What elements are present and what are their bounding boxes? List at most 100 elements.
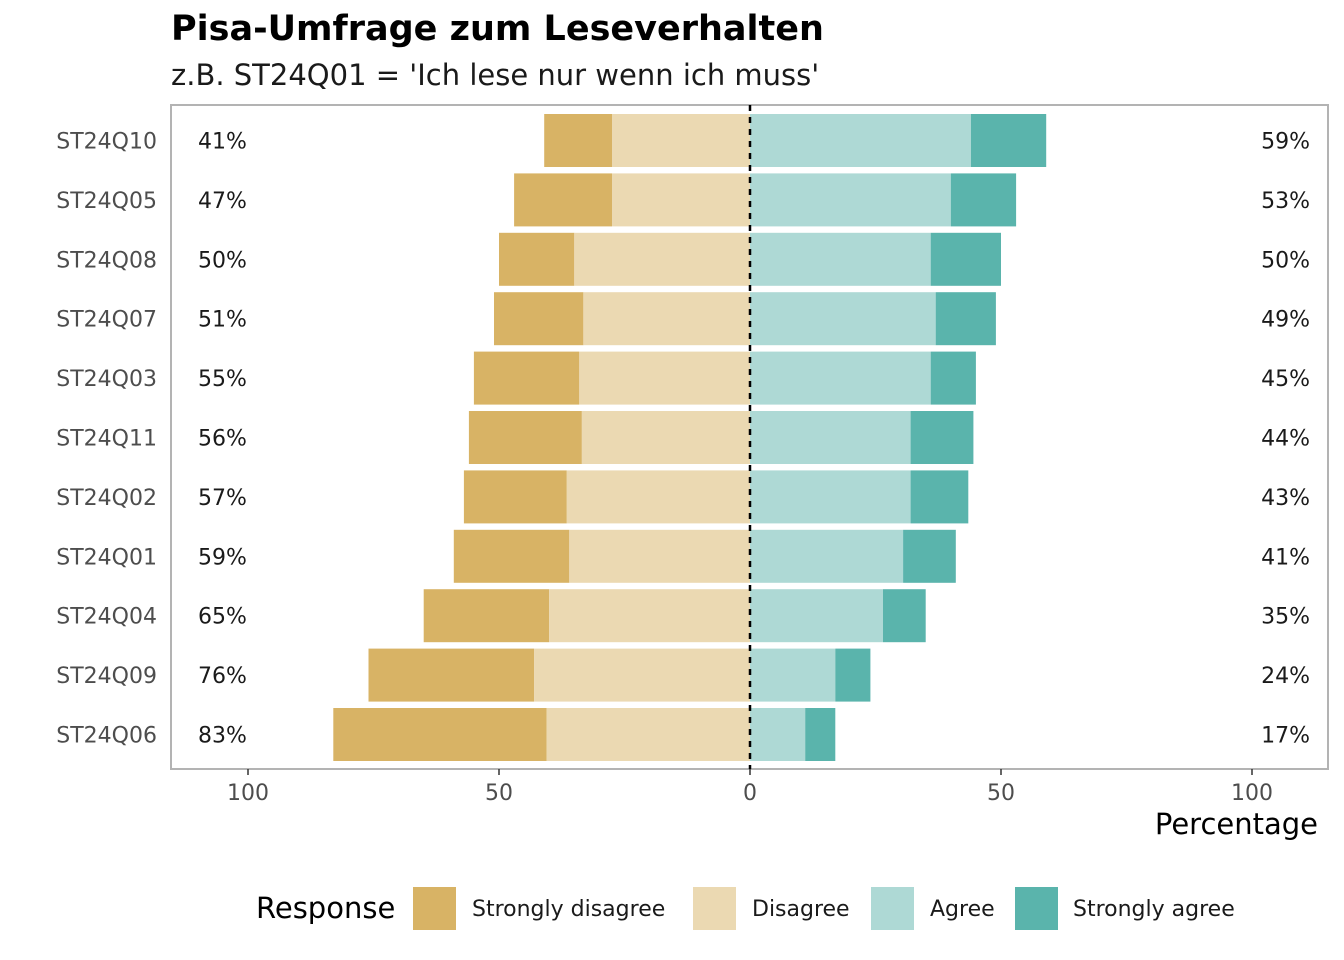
chart-title: Pisa-Umfrage zum Leseverhalten [171, 9, 824, 49]
right-percent-label: 53% [1261, 189, 1310, 214]
category-label: ST24Q10 [56, 130, 157, 155]
bar-st24q03-disagree [579, 351, 750, 405]
bar-st24q09-agree [750, 648, 836, 702]
bar-st24q08-agree [750, 232, 931, 286]
bar-st24q01-disagree [569, 529, 750, 583]
legend-key-strongly-disagree [413, 887, 456, 930]
x-axis-title: Percentage [1155, 807, 1318, 841]
bar-st24q11-strongly-agree [910, 411, 974, 464]
bar-st24q06-agree [750, 708, 806, 761]
bar-st24q05-strongly-disagree [514, 173, 612, 227]
bars [333, 114, 1047, 761]
legend-label: Disagree [752, 897, 850, 922]
left-percent-label: 65% [198, 605, 247, 630]
left-percent-label: 47% [198, 189, 247, 214]
x-tick-label: 0 [743, 781, 757, 806]
left-percent-label: 55% [198, 367, 247, 392]
bar-st24q06-disagree [546, 708, 750, 761]
legend: Response Strongly disagree Disagree Agree S… [256, 887, 1235, 930]
legend-key-agree [871, 887, 914, 930]
right-percent-label: 44% [1261, 427, 1310, 452]
right-percent-label: 17% [1261, 724, 1310, 749]
bar-st24q10-disagree [612, 114, 750, 167]
bar-st24q06-strongly-agree [805, 708, 836, 761]
bar-st24q05-disagree [612, 173, 750, 227]
bar-st24q05-strongly-agree [950, 173, 1017, 227]
legend-label: Strongly agree [1073, 897, 1235, 922]
category-label: ST24Q11 [56, 427, 157, 452]
category-label: ST24Q05 [56, 189, 157, 214]
left-percent-label: 41% [198, 130, 247, 155]
left-percent-label: 76% [198, 664, 247, 689]
category-label: ST24Q02 [56, 486, 157, 511]
bar-st24q11-strongly-disagree [468, 411, 582, 464]
bar-st24q04-strongly-agree [883, 589, 926, 643]
bar-st24q02-strongly-disagree [463, 470, 567, 524]
bar-st24q08-strongly-agree [930, 232, 1001, 286]
category-label: ST24Q04 [56, 605, 157, 630]
bar-st24q06-strongly-disagree [333, 708, 547, 761]
bar-st24q07-strongly-disagree [494, 292, 584, 346]
bar-st24q01-agree [750, 529, 904, 583]
legend-key-strongly-agree [1015, 887, 1058, 930]
left-percent-label: 51% [198, 308, 247, 333]
right-percent-label: 24% [1261, 664, 1310, 689]
right-percent-label: 49% [1261, 308, 1310, 333]
bar-st24q04-strongly-disagree [423, 589, 550, 643]
right-percent-labels: 59% 53% 50% 49% 45% 44% 43% 41% 35% 24% 17% [1261, 130, 1310, 749]
x-tick-label: 100 [227, 781, 269, 806]
bar-st24q01-strongly-disagree [453, 529, 570, 583]
category-label: ST24Q06 [56, 724, 157, 749]
bar-st24q04-disagree [549, 589, 750, 643]
x-tick-label: 50 [987, 781, 1015, 806]
right-percent-label: 41% [1261, 545, 1310, 570]
category-labels: ST24Q10 ST24Q05 ST24Q08 ST24Q07 ST24Q03 ST24Q… [56, 130, 157, 749]
bar-st24q10-agree [750, 114, 971, 167]
chart-subtitle: z.B. ST24Q01 = 'Ich lese nur wenn ich mu… [171, 58, 819, 92]
left-percent-labels: 41% 47% 50% 51% 55% 56% 57% 59% 65% 76% 83% [198, 130, 247, 749]
bar-st24q11-agree [750, 411, 911, 464]
x-tick-label: 100 [1231, 781, 1273, 806]
bar-st24q02-disagree [566, 470, 750, 524]
bar-st24q02-agree [750, 470, 911, 524]
x-tick-label: 50 [485, 781, 513, 806]
left-percent-label: 50% [198, 248, 247, 273]
legend-label: Agree [930, 897, 995, 922]
x-axis-ticks: 100 50 0 50 100 [227, 769, 1273, 806]
right-percent-label: 43% [1261, 486, 1310, 511]
category-label: ST24Q09 [56, 664, 157, 689]
bar-st24q10-strongly-disagree [544, 114, 612, 167]
category-label: ST24Q08 [56, 248, 157, 273]
category-label: ST24Q01 [56, 545, 157, 570]
left-percent-label: 56% [198, 427, 247, 452]
bar-st24q08-strongly-disagree [499, 232, 575, 286]
bar-st24q03-strongly-disagree [473, 351, 580, 405]
left-percent-label: 59% [198, 545, 247, 570]
bar-st24q10-strongly-agree [970, 114, 1047, 167]
bar-st24q05-agree [750, 173, 951, 227]
legend-label: Strongly disagree [472, 897, 665, 922]
bar-st24q09-strongly-disagree [368, 648, 535, 702]
legend-title: Response [256, 891, 395, 925]
bar-st24q08-disagree [574, 232, 750, 286]
bar-st24q01-strongly-agree [903, 529, 956, 583]
bar-st24q11-disagree [581, 411, 750, 464]
right-percent-label: 45% [1261, 367, 1310, 392]
right-percent-label: 35% [1261, 605, 1310, 630]
bar-st24q09-strongly-agree [835, 648, 871, 702]
category-label: ST24Q03 [56, 367, 157, 392]
left-percent-label: 83% [198, 724, 247, 749]
category-label: ST24Q07 [56, 308, 157, 333]
bar-st24q04-agree [750, 589, 883, 643]
bar-st24q07-disagree [583, 292, 750, 346]
legend-key-disagree [693, 887, 736, 930]
left-percent-label: 57% [198, 486, 247, 511]
bar-st24q03-strongly-agree [930, 351, 976, 405]
bar-st24q02-strongly-agree [910, 470, 969, 524]
bar-st24q03-agree [750, 351, 931, 405]
bar-st24q07-agree [750, 292, 936, 346]
bar-st24q09-disagree [534, 648, 750, 702]
right-percent-label: 59% [1261, 130, 1310, 155]
bar-st24q07-strongly-agree [935, 292, 996, 346]
